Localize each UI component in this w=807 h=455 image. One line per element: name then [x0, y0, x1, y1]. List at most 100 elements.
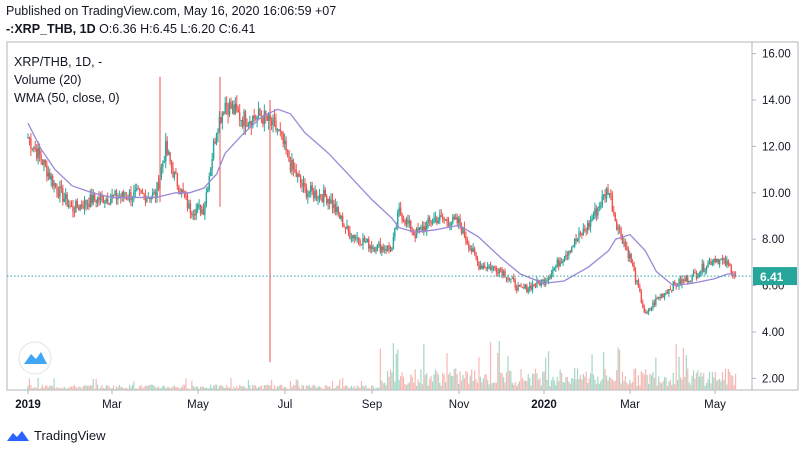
volume-bar [147, 385, 149, 390]
volume-bar [565, 377, 567, 390]
candle-body [597, 207, 599, 216]
candle-body [729, 264, 731, 266]
volume-bar [442, 372, 444, 390]
volume-bar [152, 384, 154, 390]
volume-bar [481, 382, 483, 390]
volume-bar [661, 383, 663, 390]
candle-body [650, 307, 653, 310]
candle-body [542, 279, 544, 281]
candle-body [326, 196, 328, 204]
candle-body [146, 197, 148, 202]
volume-bar [266, 384, 268, 390]
legend-volume: Volume (20) [14, 73, 81, 87]
candle-body [420, 227, 422, 229]
volume-bar [382, 383, 384, 390]
volume-bar [692, 370, 695, 390]
volume-bar [650, 375, 653, 390]
candle-body [666, 292, 669, 294]
volume-bar [307, 385, 309, 390]
candle-body [584, 228, 586, 231]
candle-body [357, 237, 360, 241]
candle-body [363, 238, 366, 243]
volume-bar [82, 386, 84, 390]
candle-body [640, 291, 643, 303]
candle-body [530, 285, 532, 290]
volume-bar [460, 380, 463, 390]
candle-body [727, 260, 730, 265]
candle-body [167, 152, 170, 155]
volume-bar [189, 388, 191, 390]
volume-bar [384, 382, 386, 390]
volume-bar [295, 379, 297, 390]
volume-bar [269, 385, 271, 390]
volume-bar [521, 377, 524, 390]
candle-body [324, 189, 326, 197]
volume-bar [350, 385, 352, 390]
candle-body [388, 245, 390, 249]
volume-bar [500, 372, 502, 390]
candle-body [221, 112, 223, 123]
volume-bar [516, 385, 518, 390]
candle-body [659, 296, 661, 298]
candle-body [234, 103, 237, 114]
candle-body [466, 240, 469, 244]
candle-body [562, 260, 564, 263]
volume-bar [237, 388, 239, 390]
candle-body [510, 278, 512, 280]
candle-body [82, 206, 84, 209]
volume-bar [484, 374, 486, 390]
volume-bar [89, 385, 91, 390]
candle-body [63, 199, 65, 202]
volume-bar [247, 379, 249, 390]
volume-bar [282, 388, 284, 390]
volume-bar [637, 375, 640, 390]
volume-bar [228, 387, 231, 390]
volume-bar [214, 384, 216, 390]
candle-body [165, 141, 167, 162]
candle-body [663, 293, 666, 298]
candle-body [652, 302, 654, 308]
volume-bar [459, 371, 461, 390]
volume-bar [529, 378, 531, 390]
candle-body [34, 147, 36, 149]
last-price-badge [753, 267, 797, 286]
volume-bar [608, 377, 611, 390]
volume-bar [411, 376, 413, 390]
candle-body [344, 226, 347, 229]
candle-body [355, 237, 357, 239]
candle-body [239, 112, 241, 121]
candle-body [73, 211, 76, 213]
price-tick-label-4: 8.00 [762, 234, 784, 246]
candle-body [224, 102, 226, 114]
volume-bar [131, 385, 133, 390]
volume-bar [663, 376, 666, 390]
candle-body [621, 236, 624, 244]
volume-bar [659, 382, 661, 390]
candle-body [291, 159, 293, 172]
volume-bar [275, 388, 277, 390]
volume-bar [83, 385, 86, 390]
candle-body [356, 237, 358, 239]
candle-body [368, 239, 370, 249]
candle-body [205, 192, 208, 205]
candle-body [57, 193, 60, 197]
candle-body [694, 272, 696, 274]
volume-bar [575, 379, 577, 390]
candle-body [708, 261, 711, 263]
volume-bar [587, 383, 589, 390]
candle-body [581, 233, 583, 236]
volume-bar [649, 373, 651, 390]
volume-bar [369, 388, 371, 390]
volume-bar [70, 386, 73, 390]
volume-bar [184, 384, 186, 390]
candle-body [115, 190, 118, 200]
volume-bar [530, 385, 532, 390]
volume-bar [510, 370, 512, 390]
candle-body [278, 129, 280, 131]
volume-bar [27, 385, 29, 390]
candle-body [301, 183, 303, 187]
volume-bar [181, 387, 183, 390]
volume-bar [281, 384, 283, 390]
volume-bar [700, 372, 702, 390]
